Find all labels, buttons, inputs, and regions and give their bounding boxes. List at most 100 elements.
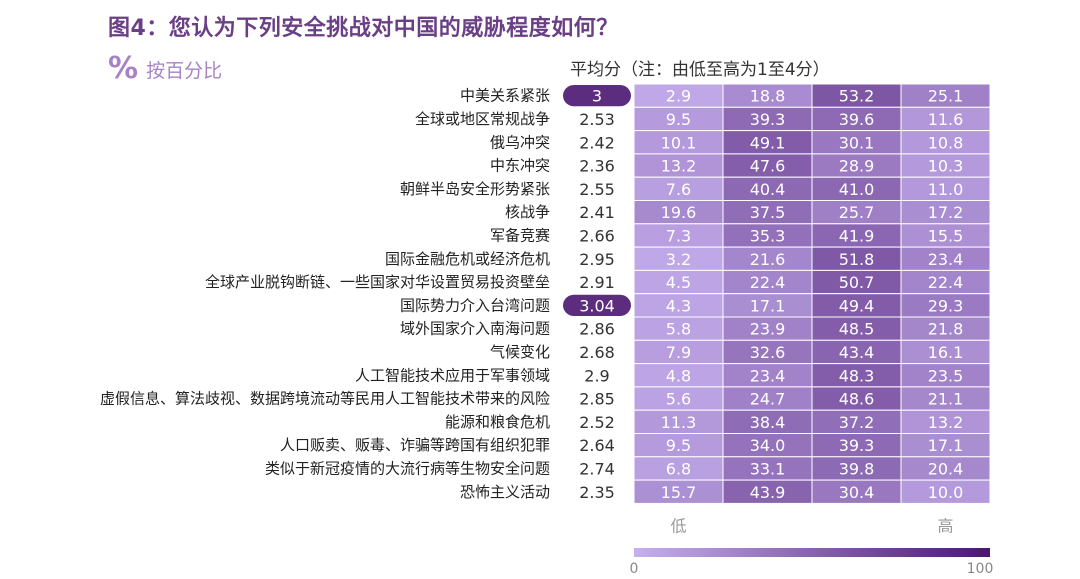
- cell-value-label: 11.6: [928, 110, 964, 129]
- row-label: 恐怖主义活动: [460, 483, 550, 501]
- cell-value-label: 2.9: [666, 87, 691, 106]
- average-score: 3.04: [579, 296, 615, 315]
- average-score: 2.74: [579, 459, 615, 478]
- cell-value-label: 49.4: [839, 296, 875, 315]
- average-score: 2.55: [579, 180, 615, 199]
- cell-value-label: 16.1: [928, 343, 964, 362]
- cell-value-label: 11.3: [661, 413, 697, 432]
- cell-value-label: 10.0: [928, 483, 964, 502]
- color-scale-bar: [634, 548, 990, 557]
- row-label: 人口贩卖、贩毒、诈骗等跨国有组织犯罪: [280, 436, 550, 454]
- average-score-header: 平均分（注：由低至高为1至4分）: [570, 60, 830, 80]
- cell-value-label: 22.4: [750, 273, 786, 292]
- cell-value-label: 17.1: [928, 436, 964, 455]
- x-axis-high-label: 高: [937, 516, 953, 535]
- cell-value-label: 38.4: [750, 413, 786, 432]
- average-score: 2.86: [579, 320, 615, 339]
- row-label: 军备竞赛: [490, 226, 550, 244]
- cell-value-label: 32.6: [750, 343, 786, 362]
- cell-value-label: 35.3: [750, 226, 786, 245]
- cell-value-label: 30.1: [839, 133, 875, 152]
- cell-value-label: 21.8: [928, 320, 964, 339]
- row-label: 能源和粮食危机: [445, 413, 550, 431]
- average-score: 2.41: [579, 203, 615, 222]
- cell-value-label: 11.0: [928, 180, 964, 199]
- cell-value-label: 48.5: [839, 320, 875, 339]
- average-score: 3: [592, 87, 602, 106]
- cell-value-label: 39.3: [750, 110, 786, 129]
- average-score: 2.85: [579, 390, 615, 409]
- cell-value-label: 4.5: [666, 273, 691, 292]
- row-label: 国际金融危机或经济危机: [385, 250, 550, 268]
- cell-value-label: 28.9: [839, 157, 875, 176]
- cell-value-label: 50.7: [839, 273, 875, 292]
- cell-value-label: 15.7: [661, 483, 697, 502]
- row-label: 虚假信息、算法歧视、数据跨境流动等民用人工智能技术带来的风险: [100, 390, 550, 408]
- row-label: 俄乌冲突: [490, 133, 550, 151]
- cell-value-label: 23.5: [928, 366, 964, 385]
- cell-value-label: 4.8: [666, 366, 691, 385]
- average-score: 2.68: [579, 343, 615, 362]
- average-score: 2.36: [579, 157, 615, 176]
- cell-value-label: 23.9: [750, 320, 786, 339]
- cell-value-label: 21.6: [750, 250, 786, 269]
- unit-label-group: % 按百分比: [108, 54, 222, 84]
- row-label: 全球产业脱钩断链、一些国家对华设置贸易投资壁垒: [205, 273, 550, 291]
- cell-value-label: 7.6: [666, 180, 691, 199]
- cell-value-label: 5.6: [666, 390, 691, 409]
- color-scale-min-label: 0: [630, 561, 639, 577]
- x-axis-low-label: 低: [670, 516, 686, 535]
- row-label: 中美关系紧张: [460, 87, 550, 105]
- cell-value-label: 25.7: [839, 203, 875, 222]
- cell-value-label: 17.2: [928, 203, 964, 222]
- cell-value-label: 29.3: [928, 296, 964, 315]
- cell-value-label: 22.4: [928, 273, 964, 292]
- cell-value-label: 13.2: [661, 157, 697, 176]
- average-score: 2.66: [579, 226, 615, 245]
- cell-value-label: 47.6: [750, 157, 786, 176]
- cell-value-label: 23.4: [928, 250, 964, 269]
- average-score: 2.9: [584, 366, 609, 385]
- chart-title: 图4：您认为下列安全挑战对中国的威胁程度如何？: [108, 16, 619, 41]
- cell-value-label: 10.3: [928, 157, 964, 176]
- row-label: 中东冲突: [490, 157, 550, 175]
- cell-value-label: 49.1: [750, 133, 786, 152]
- cell-value-label: 40.4: [750, 180, 786, 199]
- cell-value-label: 7.9: [666, 343, 691, 362]
- row-label: 人工智能技术应用于军事领域: [355, 366, 550, 384]
- cell-value-label: 17.1: [750, 296, 786, 315]
- row-label: 朝鲜半岛安全形势紧张: [400, 180, 550, 198]
- cell-value-label: 43.9: [750, 483, 786, 502]
- cell-value-label: 53.2: [839, 87, 875, 106]
- cell-value-label: 24.7: [750, 390, 786, 409]
- cell-value-label: 9.5: [666, 110, 691, 129]
- row-label: 核战争: [505, 203, 550, 221]
- average-score: 2.52: [579, 413, 615, 432]
- cell-value-label: 10.1: [661, 133, 697, 152]
- cell-value-label: 10.8: [928, 133, 964, 152]
- cell-value-label: 30.4: [839, 483, 875, 502]
- cell-value-label: 51.8: [839, 250, 875, 269]
- average-highlight-pill: [563, 85, 631, 107]
- average-score: 2.64: [579, 436, 615, 455]
- cell-value-label: 20.4: [928, 459, 964, 478]
- cell-value-label: 25.1: [928, 87, 964, 106]
- cell-value-label: 9.5: [666, 436, 691, 455]
- cell-value-label: 7.3: [666, 226, 691, 245]
- average-score: 2.53: [579, 110, 615, 129]
- cell-value-label: 48.3: [839, 366, 875, 385]
- cell-value-label: 4.3: [666, 296, 691, 315]
- cell-value-label: 39.8: [839, 459, 875, 478]
- cell-value-label: 39.6: [839, 110, 875, 129]
- average-score: 2.91: [579, 273, 615, 292]
- row-label: 类似于新冠疫情的大流行病等生物安全问题: [265, 459, 550, 477]
- cell-value-label: 21.1: [928, 390, 964, 409]
- average-score: 2.42: [579, 133, 615, 152]
- unit-label: 按百分比: [146, 59, 223, 82]
- cell-value-label: 15.5: [928, 226, 964, 245]
- cell-value-label: 37.5: [750, 203, 786, 222]
- cell-value-label: 34.0: [750, 436, 786, 455]
- cell-value-label: 39.3: [839, 436, 875, 455]
- cell-value-label: 43.4: [839, 343, 875, 362]
